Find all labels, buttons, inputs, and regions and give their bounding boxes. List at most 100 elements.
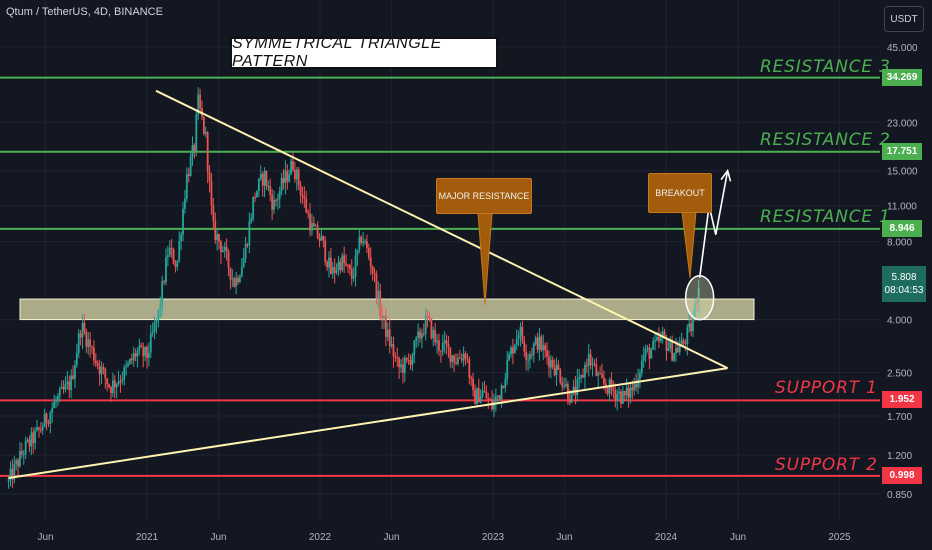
candle-body	[498, 395, 501, 400]
candle-body	[464, 353, 467, 359]
descending-trendline	[155, 89, 729, 369]
candle-body	[322, 235, 325, 241]
candle-body	[559, 369, 562, 383]
candle-body	[68, 381, 71, 391]
candle-body	[525, 351, 528, 360]
candle-body	[474, 390, 476, 404]
candle-body	[439, 350, 442, 352]
candle-body	[278, 190, 281, 199]
candle-body	[9, 468, 12, 479]
candle-body	[502, 385, 505, 388]
candle-body	[400, 364, 402, 368]
candle-body	[430, 318, 433, 339]
candle-body	[204, 132, 207, 134]
candle-body	[246, 244, 249, 246]
candle-body	[227, 251, 230, 268]
candle-body	[138, 345, 141, 351]
candle-body	[434, 329, 437, 343]
candle-body	[235, 278, 238, 287]
bar-countdown: 08:04:53	[884, 285, 924, 296]
candle-body	[7, 478, 10, 482]
resistance-2-label: RESISTANCE 2	[760, 130, 891, 150]
candle-body	[367, 248, 370, 258]
candle-body	[390, 344, 393, 347]
candle-body	[316, 225, 319, 239]
candle-body	[110, 387, 112, 394]
candle-body	[43, 413, 46, 428]
candle-body	[32, 432, 35, 444]
candle-body	[593, 363, 596, 365]
candle-body	[354, 255, 357, 277]
y-tick-label: 15.000	[887, 167, 918, 178]
candle-body	[254, 196, 256, 198]
candle-body	[206, 132, 209, 172]
candle-body	[89, 339, 92, 347]
support-2-price-tag: 0.998	[882, 467, 922, 484]
candle-body	[563, 386, 565, 388]
candle-body	[665, 337, 668, 351]
candle-body	[529, 354, 531, 360]
y-tick-label: 2.500	[887, 369, 912, 380]
candle-body	[275, 199, 277, 201]
candle-body	[269, 185, 272, 196]
candle-body	[161, 281, 164, 306]
candle-body	[309, 213, 311, 231]
candle-body	[519, 326, 522, 336]
candle-body	[55, 400, 57, 403]
candle-body	[140, 345, 143, 347]
candle-body	[307, 212, 310, 214]
candle-body	[470, 377, 473, 379]
candle-body	[489, 399, 492, 401]
candle-body	[692, 318, 694, 332]
currency-button[interactable]: USDT	[884, 6, 924, 32]
candle-body	[263, 171, 266, 186]
candle-body	[637, 378, 639, 388]
candle-body	[187, 174, 190, 177]
candle-body	[403, 357, 406, 373]
candle-body	[458, 357, 461, 359]
candle-body	[419, 331, 421, 339]
candle-body	[257, 178, 260, 192]
candle-body	[648, 347, 651, 359]
candle-body	[216, 234, 219, 240]
candle-body	[616, 393, 619, 400]
candle-body	[339, 261, 342, 271]
candle-body	[223, 246, 226, 251]
candle-body	[214, 220, 217, 240]
candle-body	[684, 343, 687, 345]
current-price: 5.808	[891, 272, 917, 283]
candle-body	[130, 358, 133, 361]
candle-body	[312, 222, 315, 227]
candle-body	[248, 221, 251, 246]
candle-body	[591, 363, 594, 366]
candle-body	[587, 354, 590, 366]
candle-body	[673, 353, 675, 361]
candle-body	[237, 278, 239, 283]
candle-body	[517, 335, 520, 339]
candle-body	[422, 333, 425, 335]
candle-body	[15, 460, 18, 464]
candle-body	[504, 379, 507, 388]
candle-body	[451, 355, 454, 363]
candle-body	[445, 340, 448, 345]
candle-body	[635, 383, 638, 388]
candle-body	[38, 427, 40, 430]
candle-body	[481, 390, 484, 397]
candle-body	[30, 432, 33, 447]
candle-body	[460, 358, 463, 361]
candle-body	[176, 260, 179, 267]
candle-body	[58, 388, 61, 397]
support-1-label: SUPPORT 1	[775, 378, 878, 398]
candle-body	[125, 366, 128, 368]
candle-body	[252, 196, 255, 219]
candle-body	[297, 169, 300, 186]
candle-body	[599, 373, 602, 375]
candle-body	[614, 390, 617, 400]
candle-body	[625, 387, 628, 396]
candle-body	[174, 263, 177, 267]
candle-body	[149, 333, 152, 353]
x-tick-label: 2023	[482, 532, 505, 543]
candle-body	[56, 396, 59, 401]
symbol-header[interactable]: Qtum / TetherUS, 4D, BINANCE	[6, 6, 163, 18]
